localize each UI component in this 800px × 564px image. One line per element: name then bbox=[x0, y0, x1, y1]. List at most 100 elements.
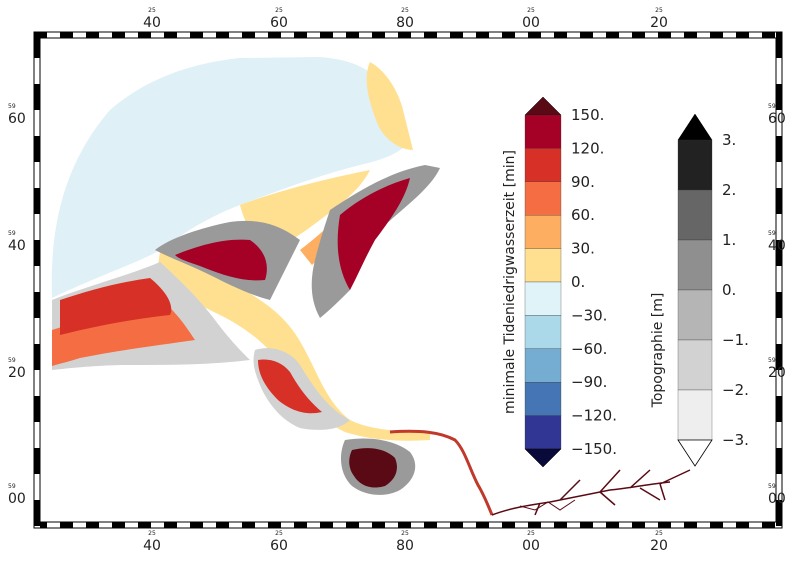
frame-segment bbox=[684, 32, 697, 38]
map-area bbox=[51, 57, 691, 516]
right-tick-major-label: 60 bbox=[768, 111, 786, 127]
frame-segment bbox=[333, 522, 346, 528]
frame-segment bbox=[776, 266, 782, 292]
frame-segment bbox=[710, 522, 723, 528]
frame-inner-outline bbox=[39, 37, 777, 523]
frame-segment bbox=[658, 32, 671, 38]
right-tick-major-label: 00 bbox=[768, 491, 786, 507]
frame-segment bbox=[749, 32, 762, 38]
frame-segment bbox=[593, 32, 606, 38]
positive-max-area bbox=[258, 359, 322, 414]
frame-segment bbox=[112, 522, 125, 528]
frame-segment bbox=[86, 32, 99, 38]
top-tick-minor-label: 25 bbox=[148, 7, 156, 14]
frame-segment bbox=[541, 522, 554, 528]
frame-segment bbox=[86, 522, 99, 528]
frame-segment bbox=[776, 188, 782, 214]
frame-segment bbox=[398, 522, 411, 528]
positive-max-area bbox=[60, 278, 172, 335]
time-colorbar-segment bbox=[524, 382, 562, 416]
frame-segment bbox=[34, 188, 40, 214]
topography-colorbar-tick-label: 2. bbox=[722, 181, 736, 199]
topography-colorbar: 3. 2. 1. 0. −1. −2. −3. Topographie [m] bbox=[650, 113, 749, 467]
time-colorbar-segment bbox=[524, 415, 562, 450]
river-tributary bbox=[491, 469, 691, 516]
frame-segment bbox=[684, 522, 697, 528]
frame-segment bbox=[34, 370, 40, 396]
frame-segment bbox=[268, 522, 281, 528]
frame-segment bbox=[229, 32, 242, 38]
frame-segment bbox=[255, 522, 268, 528]
left-tick-major-label: 40 bbox=[8, 238, 26, 254]
time-colorbar-tick-label: −60. bbox=[571, 340, 607, 358]
frame-segment bbox=[776, 214, 782, 240]
bottom-tick-minor-label: 25 bbox=[527, 530, 535, 537]
frame-segment bbox=[567, 522, 580, 528]
frame-segment bbox=[73, 32, 86, 38]
top-tick-major-label: 00 bbox=[522, 15, 540, 31]
frame-segment bbox=[776, 110, 782, 136]
frame-segment bbox=[437, 522, 450, 528]
frame-segment bbox=[281, 522, 294, 528]
frame-segment bbox=[606, 522, 619, 528]
frame-segment bbox=[502, 32, 515, 38]
frame-segment bbox=[307, 32, 320, 38]
frame-segment bbox=[554, 522, 567, 528]
frame-segment bbox=[697, 32, 710, 38]
time-colorbar-tick-label: 60. bbox=[571, 206, 595, 224]
frame-segment bbox=[736, 522, 749, 528]
frame-segment bbox=[242, 32, 255, 38]
top-tick-minor-label: 25 bbox=[275, 7, 283, 14]
frame-segment bbox=[164, 32, 177, 38]
topography-colorbar-tick-label: −3. bbox=[722, 431, 749, 449]
frame-segment bbox=[619, 522, 632, 528]
frame-segment bbox=[710, 32, 723, 38]
frame-segment bbox=[776, 292, 782, 318]
frame-segment bbox=[99, 32, 112, 38]
frame-segment bbox=[125, 32, 138, 38]
right-tick-minor-label: 59 bbox=[768, 357, 776, 364]
frame-segment bbox=[281, 32, 294, 38]
time-colorbar-tick-label: 90. bbox=[571, 173, 595, 191]
frame-segment bbox=[268, 32, 281, 38]
topography-colorbar-segment bbox=[677, 239, 713, 291]
top-tick-minor-label: 25 bbox=[401, 7, 409, 14]
frame-segment bbox=[776, 162, 782, 188]
bottom-tick-minor-label: 25 bbox=[148, 530, 156, 537]
frame-segment bbox=[34, 522, 47, 528]
frame-segment bbox=[776, 370, 782, 396]
frame-segment bbox=[437, 32, 450, 38]
frame-segment bbox=[34, 500, 40, 526]
frame-segment bbox=[34, 292, 40, 318]
time-colorbar-segment bbox=[524, 248, 562, 283]
frame-segment bbox=[528, 32, 541, 38]
frame-segment bbox=[320, 522, 333, 528]
frame-segment bbox=[359, 32, 372, 38]
frame-segment bbox=[333, 32, 346, 38]
frame-segment bbox=[658, 522, 671, 528]
left-tick-major-label: 60 bbox=[8, 111, 26, 127]
frame-segment bbox=[476, 522, 489, 528]
topography-colorbar-segment bbox=[677, 289, 713, 341]
time-colorbar-tick-label: −120. bbox=[571, 407, 617, 425]
positive-max-area bbox=[337, 178, 410, 290]
sea-area bbox=[51, 57, 411, 298]
frame-segment bbox=[60, 32, 73, 38]
left-tick-major-label: 20 bbox=[8, 365, 26, 381]
frame-segment bbox=[619, 32, 632, 38]
topography-colorbar-title: Topographie [m] bbox=[650, 293, 666, 409]
topography-colorbar-tick-label: 0. bbox=[722, 281, 736, 299]
frame-segment bbox=[450, 522, 463, 528]
frame-segment bbox=[34, 344, 40, 370]
time-colorbar-segment bbox=[524, 148, 562, 182]
frame-segment bbox=[776, 58, 782, 84]
frame-segment bbox=[34, 110, 40, 136]
positive-high-area bbox=[52, 300, 195, 366]
left-tick-minor-label: 59 bbox=[8, 357, 16, 364]
frame-segment bbox=[502, 522, 515, 528]
frame-segment bbox=[34, 526, 40, 528]
frame-segment bbox=[34, 32, 40, 58]
frame-segment bbox=[776, 32, 782, 58]
time-colorbar-tick-label: 150. bbox=[571, 106, 604, 124]
